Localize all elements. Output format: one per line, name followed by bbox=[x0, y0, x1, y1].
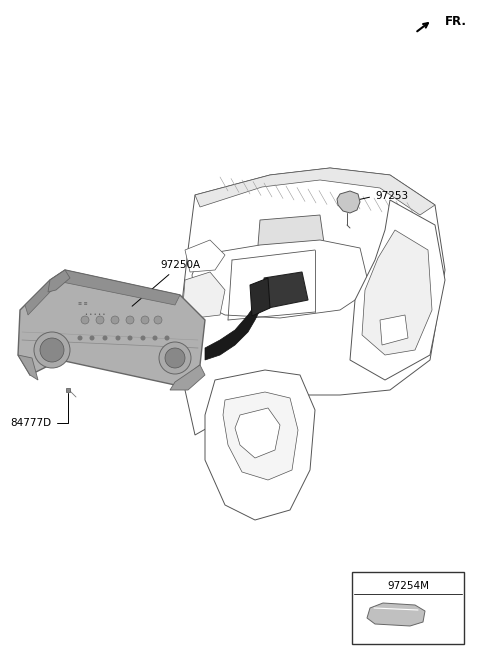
Circle shape bbox=[111, 316, 119, 324]
Polygon shape bbox=[380, 315, 408, 345]
Polygon shape bbox=[223, 392, 298, 480]
Circle shape bbox=[40, 338, 64, 362]
Circle shape bbox=[34, 332, 70, 368]
Circle shape bbox=[128, 336, 132, 340]
Polygon shape bbox=[205, 370, 315, 520]
Polygon shape bbox=[337, 191, 360, 213]
Circle shape bbox=[81, 316, 89, 324]
Polygon shape bbox=[350, 200, 445, 380]
Polygon shape bbox=[170, 365, 205, 390]
Polygon shape bbox=[195, 168, 435, 215]
Circle shape bbox=[89, 336, 95, 340]
Circle shape bbox=[77, 336, 83, 340]
Bar bbox=[270, 473, 288, 485]
Text: 97254M: 97254M bbox=[387, 581, 429, 591]
Polygon shape bbox=[48, 270, 70, 292]
Polygon shape bbox=[183, 272, 225, 318]
Circle shape bbox=[154, 316, 162, 324]
Polygon shape bbox=[235, 408, 280, 458]
Polygon shape bbox=[18, 355, 38, 380]
Text: 97253: 97253 bbox=[360, 191, 408, 201]
Text: 84777D: 84777D bbox=[10, 393, 68, 428]
Circle shape bbox=[141, 336, 145, 340]
Text: • • • • •: • • • • • bbox=[85, 313, 106, 317]
Polygon shape bbox=[185, 240, 225, 272]
Text: FR.: FR. bbox=[445, 15, 467, 28]
Circle shape bbox=[141, 316, 149, 324]
Bar bbox=[352, 572, 464, 644]
Polygon shape bbox=[250, 278, 270, 316]
Circle shape bbox=[165, 336, 169, 340]
Circle shape bbox=[159, 342, 191, 374]
Circle shape bbox=[153, 336, 157, 340]
Circle shape bbox=[165, 348, 185, 368]
Circle shape bbox=[103, 336, 108, 340]
Polygon shape bbox=[205, 295, 260, 360]
Polygon shape bbox=[258, 215, 325, 255]
Polygon shape bbox=[18, 270, 205, 385]
Bar bbox=[245, 478, 263, 490]
Bar bbox=[215, 471, 233, 483]
Circle shape bbox=[126, 316, 134, 324]
Polygon shape bbox=[367, 603, 425, 626]
Polygon shape bbox=[192, 240, 370, 318]
Polygon shape bbox=[25, 270, 180, 315]
Polygon shape bbox=[362, 230, 432, 355]
Polygon shape bbox=[180, 168, 445, 435]
Circle shape bbox=[96, 316, 104, 324]
Text: ≡ ≡: ≡ ≡ bbox=[78, 301, 88, 306]
Text: 97250A: 97250A bbox=[132, 260, 200, 306]
Polygon shape bbox=[264, 272, 308, 308]
Circle shape bbox=[116, 336, 120, 340]
